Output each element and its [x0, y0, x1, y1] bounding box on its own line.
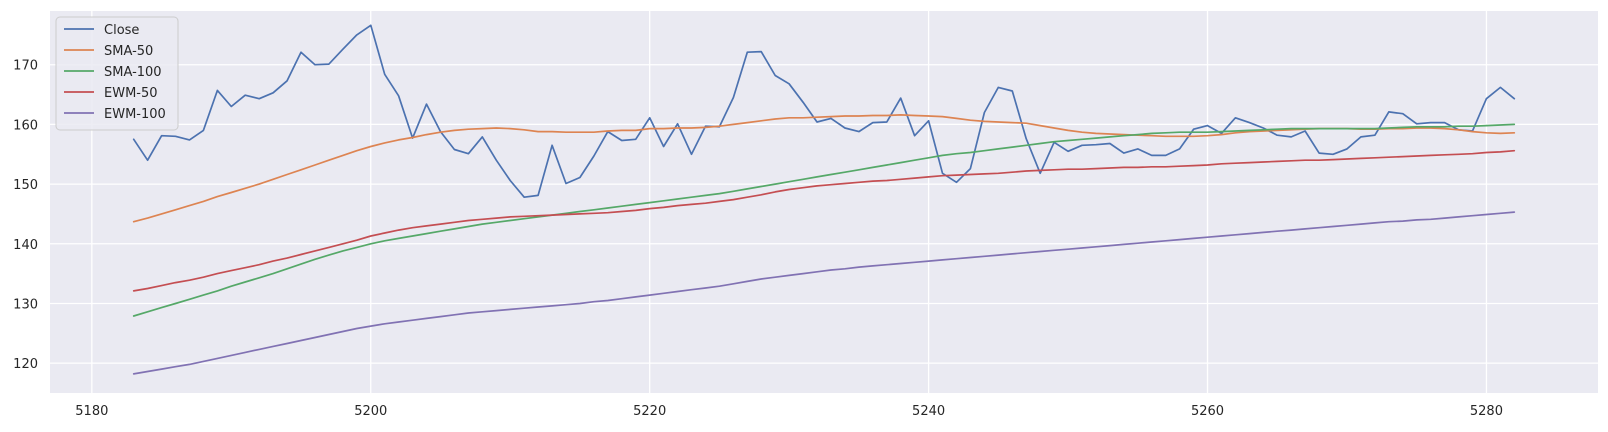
series-line-sma-50 [132, 114, 1516, 223]
y-tick-label: 170 [13, 59, 38, 74]
y-tick-label: 160 [13, 118, 38, 133]
x-tick-label: 5280 [1470, 404, 1503, 419]
series-line-ewm-50 [132, 149, 1516, 292]
x-tick-label: 5200 [354, 404, 387, 419]
x-tick-label: 5240 [912, 404, 945, 419]
series-line-close [132, 24, 1516, 199]
series-line-sma-100 [132, 123, 1516, 317]
x-tick-label: 5220 [633, 404, 666, 419]
y-tick-label: 120 [13, 357, 38, 372]
series-line-ewm-100 [132, 211, 1516, 375]
legend-label: SMA-100 [104, 65, 162, 80]
legend-label: SMA-50 [104, 44, 153, 59]
x-tick-label: 5180 [75, 404, 108, 419]
legend-label: Close [104, 23, 139, 38]
grid-lines [50, 11, 1598, 393]
y-tick-label: 150 [13, 178, 38, 193]
y-tick-label: 140 [13, 238, 38, 253]
x-tick-label: 5260 [1191, 404, 1224, 419]
plot-background [50, 11, 1598, 393]
legend-label: EWM-50 [104, 86, 158, 101]
legend-label: EWM-100 [104, 107, 166, 122]
legend: Close SMA-50 SMA-100 EWM-50 EWM-100 [55, 16, 179, 131]
y-tick-label: 130 [13, 297, 38, 312]
axis-ticks: 5180 5200 5220 5240 5260 5280 120 130 140 150 160 1… [13, 59, 1503, 419]
series-lines [132, 24, 1516, 375]
legend-box [55, 16, 179, 131]
